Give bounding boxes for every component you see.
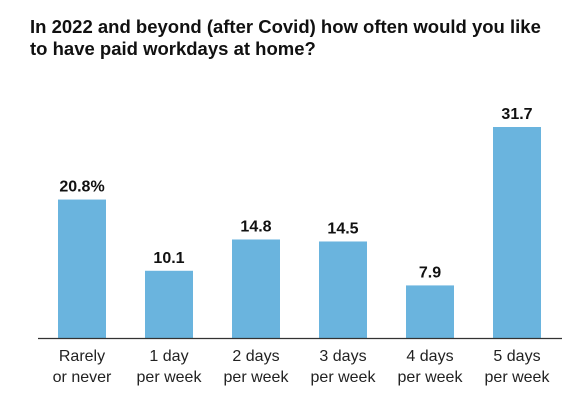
x-tick-label-0: Rarely or never [53, 348, 112, 386]
bar-0 [58, 199, 106, 338]
data-label-3: 14.5 [327, 220, 358, 237]
chart-title: In 2022 and beyond (after Covid) how oft… [30, 16, 541, 59]
data-label-4: 7.9 [419, 264, 441, 281]
x-tick-label-2: 2 days per week [224, 348, 290, 386]
bar-4 [406, 285, 454, 338]
x-tick-label-1: 1 day per week [137, 348, 203, 386]
x-tick-label-3: 3 days per week [311, 348, 377, 386]
bar-3 [319, 241, 367, 338]
data-label-5: 31.7 [501, 106, 532, 123]
bar-1 [145, 270, 193, 338]
x-tick-label-4: 4 days per week [398, 348, 464, 386]
data-label-2: 14.8 [240, 218, 271, 235]
data-labels-group: 20.8% 10.1 14.8 14.5 7.9 31.7 [59, 106, 532, 281]
data-label-1: 10.1 [153, 250, 184, 267]
data-label-0: 20.8% [59, 179, 104, 196]
x-tick-labels-group: Rarely or never 1 day per week 2 days per wee… [53, 348, 551, 386]
bars-group [58, 127, 541, 338]
x-tick-label-5: 5 days per week [485, 348, 551, 386]
bar-5 [493, 127, 541, 338]
bar-2 [232, 239, 280, 338]
